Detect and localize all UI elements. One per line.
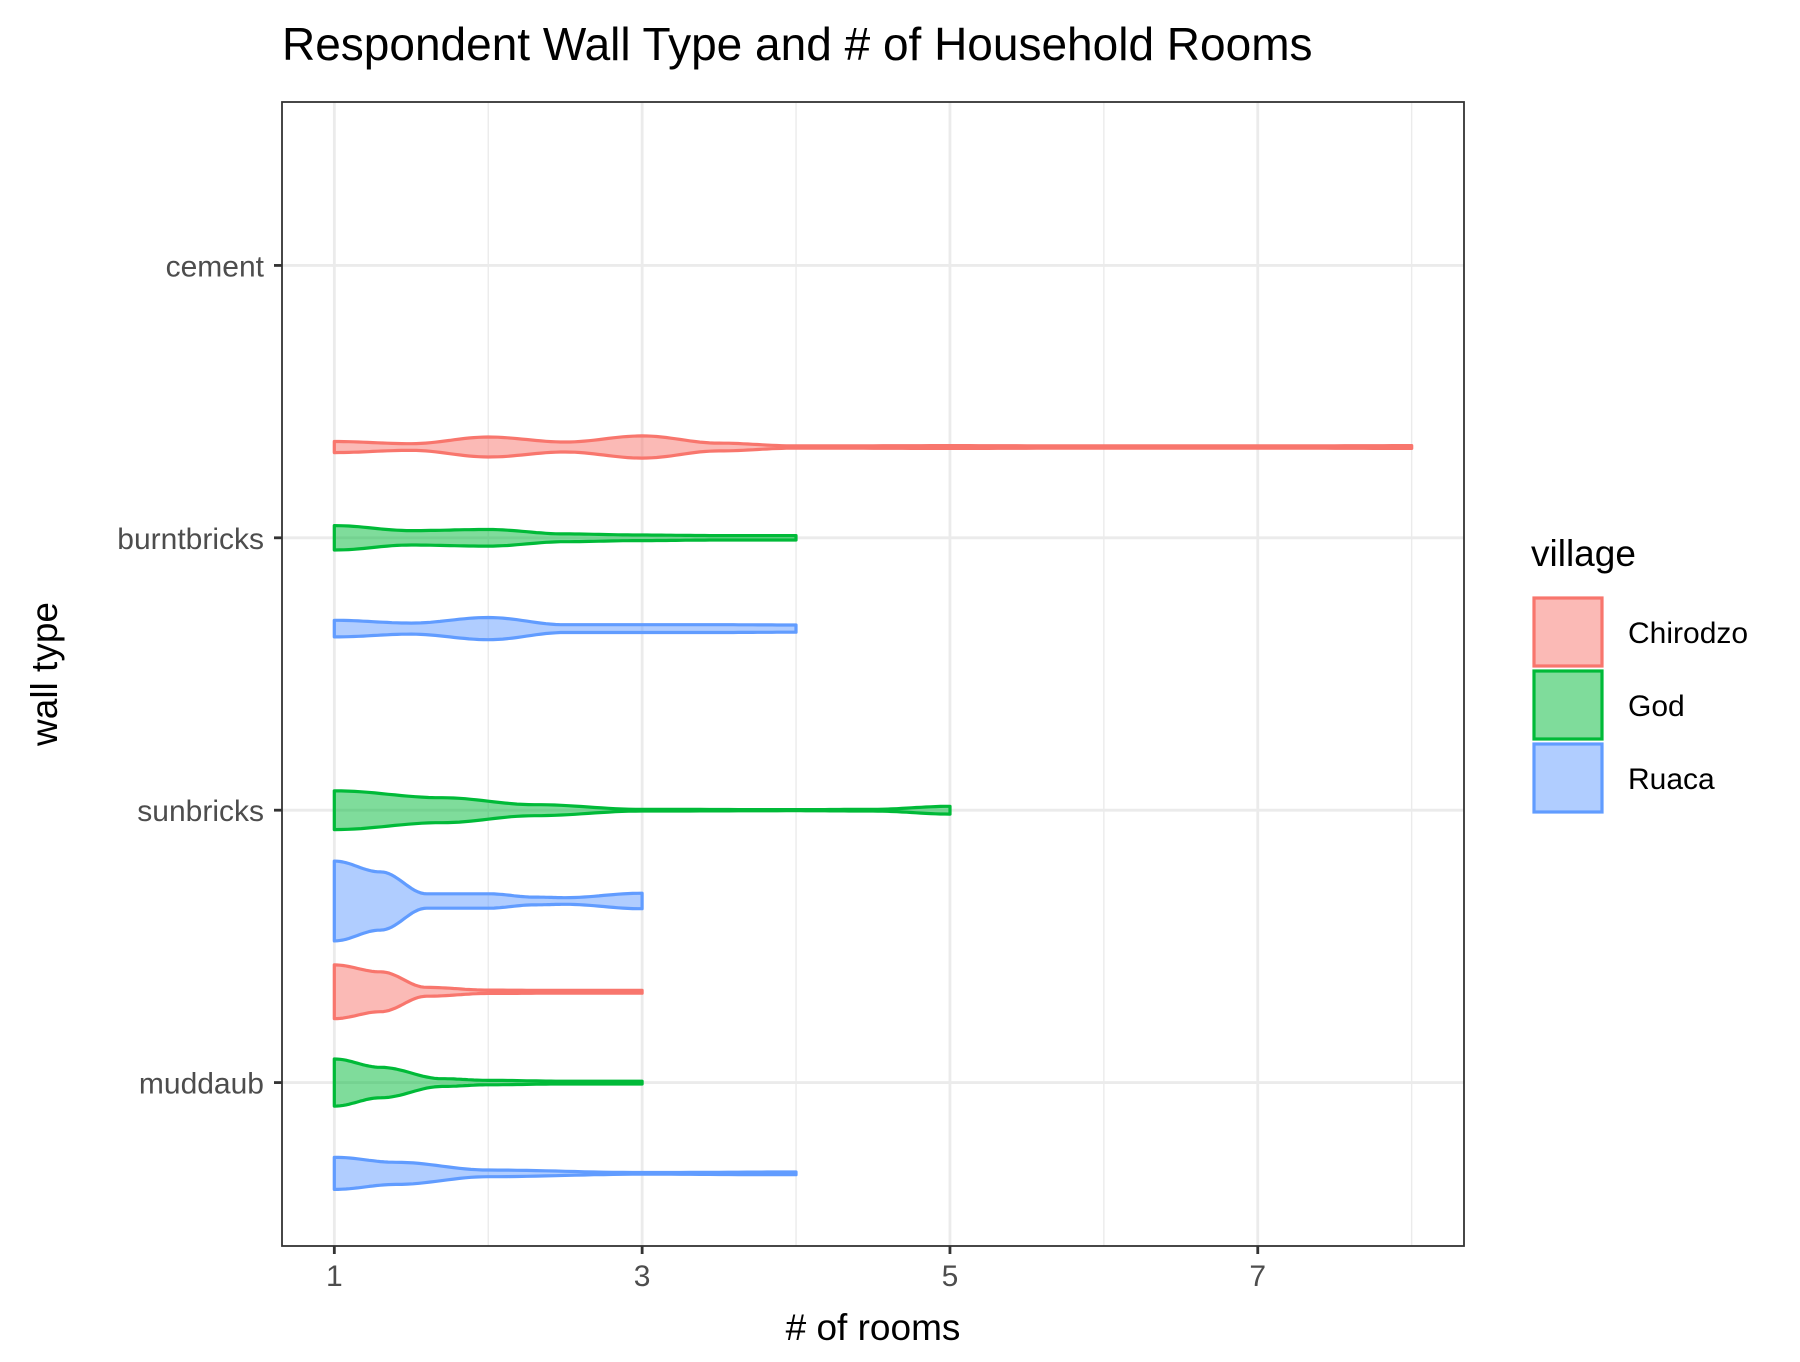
- violin-god-burntbricks: [332, 524, 798, 552]
- legend-key-god: [1532, 669, 1604, 741]
- violin-ruaca-muddaub: [332, 1155, 798, 1191]
- legend-key-chirodzo: [1532, 596, 1604, 668]
- x-tick-label: 5: [942, 1260, 959, 1293]
- y-axis: muddaub sunbricks burntbricks cement: [117, 250, 282, 1101]
- legend-label-ruaca: Ruaca: [1628, 763, 1715, 796]
- violin-chirodzo-muddaub: [332, 963, 644, 1021]
- violin-god-muddaub: [332, 1057, 644, 1108]
- violin-chirodzo-burntbricks: [332, 434, 1414, 460]
- y-tick-label-burntbricks: burntbricks: [117, 523, 264, 556]
- plot-panel: [282, 102, 1464, 1246]
- x-tick-label: 7: [1249, 1260, 1266, 1293]
- x-tick-label: 3: [634, 1260, 651, 1293]
- y-tick-label-cement: cement: [166, 250, 265, 283]
- violin-god-sunbricks: [332, 789, 952, 832]
- x-axis-title: # of rooms: [786, 1307, 961, 1348]
- chart-title: Respondent Wall Type and # of Household …: [282, 18, 1313, 70]
- x-tick-label: 1: [326, 1260, 343, 1293]
- y-tick-label-muddaub: muddaub: [139, 1068, 264, 1101]
- legend-label-god: God: [1628, 690, 1685, 723]
- legend-title: village: [1531, 533, 1636, 574]
- violin-ruaca-burntbricks: [332, 615, 798, 642]
- violins: [332, 434, 1414, 1191]
- y-tick-label-sunbricks: sunbricks: [137, 795, 264, 828]
- legend: village Chirodzo God Ruaca: [1531, 533, 1748, 814]
- legend-key-ruaca: [1532, 742, 1604, 814]
- legend-label-chirodzo: Chirodzo: [1628, 617, 1748, 650]
- violin-ruaca-sunbricks: [332, 859, 644, 943]
- plot-panel-border: [281, 101, 1465, 1247]
- grid-minor: [487, 102, 1413, 1246]
- y-axis-title: wall type: [24, 602, 65, 747]
- x-axis: 1 3 5 7: [326, 1246, 1266, 1293]
